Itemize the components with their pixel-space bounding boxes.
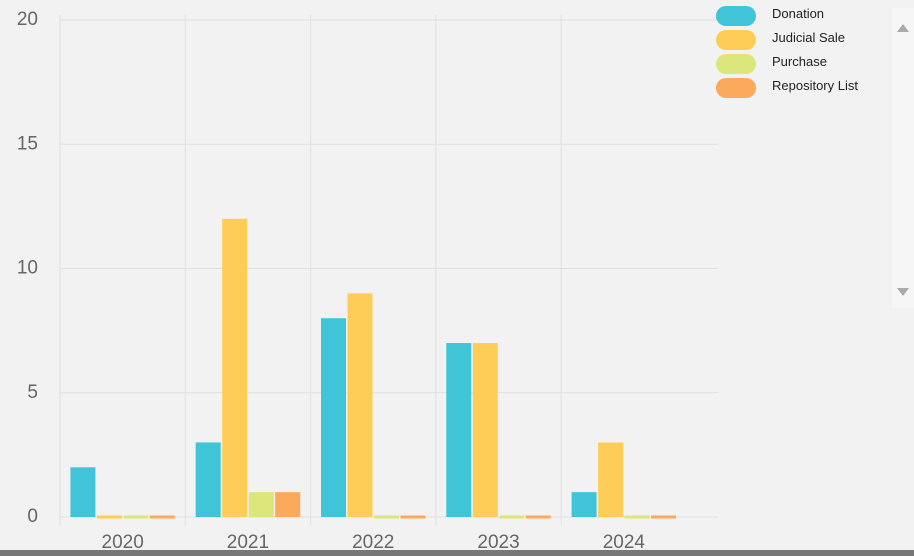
legend: Donation Judicial Sale Purchase Repository …	[716, 6, 886, 102]
bottom-shadow	[0, 550, 914, 556]
bar	[571, 492, 597, 517]
bar	[598, 442, 624, 517]
bar	[347, 293, 373, 517]
legend-item[interactable]: Donation	[716, 6, 886, 26]
bar	[446, 343, 472, 517]
x-tick-label: 2021	[227, 532, 269, 553]
bar	[149, 515, 175, 519]
bar	[248, 492, 274, 517]
bar	[651, 515, 677, 519]
bar	[96, 515, 122, 519]
bar	[70, 467, 96, 517]
legend-label: Repository List	[772, 78, 858, 93]
y-tick-label: 0	[27, 506, 38, 527]
scroll-arrows	[897, 24, 909, 296]
bar	[123, 515, 149, 519]
y-tick-label: 15	[17, 133, 38, 154]
legend-label: Donation	[772, 6, 825, 21]
scrollbar[interactable]	[892, 8, 914, 308]
y-tick-label: 5	[27, 382, 38, 403]
y-tick-label: 10	[17, 258, 38, 279]
legend-item[interactable]: Repository List	[716, 78, 886, 98]
legend-item[interactable]: Purchase	[716, 54, 886, 74]
bar	[195, 442, 221, 517]
bar	[321, 318, 346, 517]
bar	[374, 515, 399, 519]
legend-label: Judicial Sale	[772, 30, 845, 45]
bar	[499, 515, 525, 519]
legend-swatch	[716, 30, 756, 50]
legend-item[interactable]: Judicial Sale	[716, 30, 886, 50]
x-tick-label: 2023	[477, 532, 519, 553]
legend-label: Purchase	[772, 54, 827, 69]
legend-swatch	[716, 6, 756, 26]
bar	[222, 218, 248, 518]
bar	[400, 515, 426, 519]
bar	[525, 515, 551, 519]
x-tick-label: 2024	[603, 532, 646, 553]
x-tick-label: 2020	[102, 532, 144, 553]
bar	[275, 492, 301, 517]
legend-swatch	[716, 78, 756, 98]
bar	[472, 343, 498, 517]
legend-swatch	[716, 54, 756, 74]
bar	[624, 515, 650, 519]
x-tick-label: 2022	[352, 532, 394, 553]
y-tick-label: 20	[17, 9, 38, 30]
